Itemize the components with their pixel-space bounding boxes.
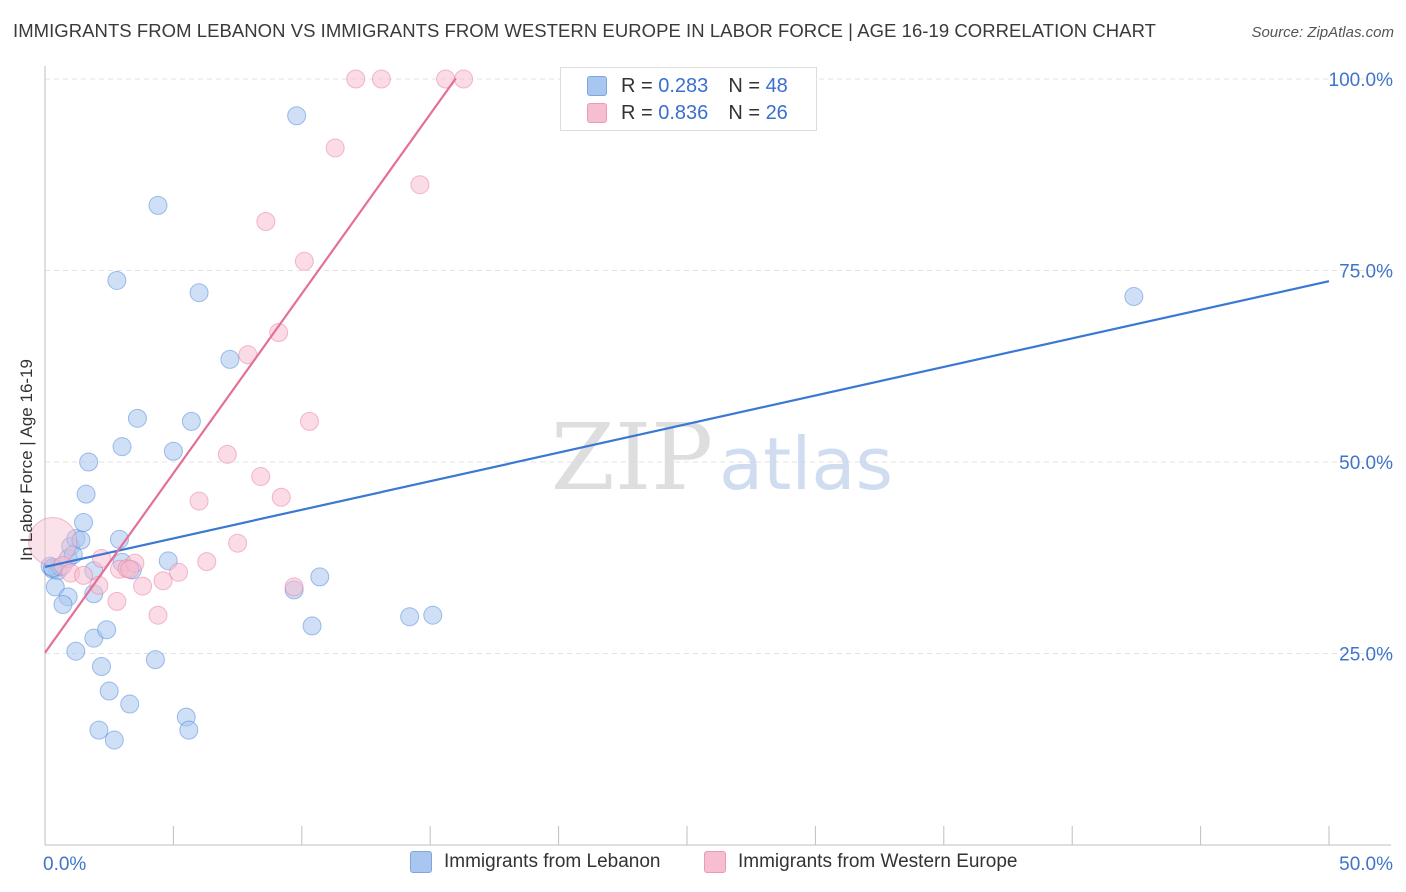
point-lebanon (45, 577, 65, 597)
point-western-europe (251, 467, 271, 487)
y-tick-label: 25.0% (1339, 645, 1393, 666)
point-lebanon (179, 720, 199, 740)
point-lebanon (148, 195, 168, 215)
legend-r-label: R = (621, 74, 653, 97)
point-lebanon (310, 567, 330, 587)
point-lebanon (127, 408, 147, 428)
source-label: Source: ZipAtlas.com (1251, 24, 1394, 41)
bottom-legend-label-western-europe: Immigrants from Western Europe (738, 851, 1018, 872)
point-western-europe (410, 175, 430, 195)
x-tick-label-max: 50.0% (1339, 854, 1393, 875)
point-lebanon (181, 411, 201, 431)
point-lebanon (74, 513, 94, 533)
point-western-europe (169, 562, 189, 582)
point-lebanon (158, 551, 178, 571)
point-lebanon (112, 437, 132, 457)
point-western-europe (284, 577, 304, 597)
point-western-europe (228, 533, 248, 553)
point-lebanon (163, 441, 183, 461)
grid (45, 78, 1391, 654)
watermark-atlas: atlas (719, 422, 893, 506)
correlation-legend: R = 0.283 N = 48 R = 0.836 N = 26 (560, 67, 817, 131)
point-lebanon (302, 616, 322, 636)
legend-n-value-western-europe: 26 (765, 101, 788, 124)
point-lebanon (1124, 287, 1144, 307)
point-lebanon (91, 657, 111, 677)
point-western-europe (133, 576, 153, 596)
point-lebanon (71, 530, 91, 550)
y-tick-label: 50.0% (1339, 453, 1393, 474)
point-western-europe (197, 552, 217, 572)
legend-n-label: N = (728, 101, 760, 124)
watermark-zip: ZIP (551, 404, 713, 511)
chart-title: IMMIGRANTS FROM LEBANON VS IMMIGRANTS FR… (13, 20, 1157, 41)
legend-r-value-western-europe: 0.836 (658, 101, 709, 124)
point-lebanon (220, 349, 240, 369)
point-lebanon (97, 620, 117, 640)
bottom-legend-lebanon: Immigrants from Lebanon (410, 851, 661, 873)
point-lebanon (76, 484, 96, 504)
trend-lines (44, 77, 1330, 654)
point-western-europe (107, 591, 127, 611)
bottom-legend-swatch-western-europe (704, 851, 726, 873)
data-points (28, 69, 1144, 750)
legend-row-western-europe: R = 0.836 N = 26 (587, 101, 788, 125)
legend-row-lebanon: R = 0.283 N = 48 (587, 74, 788, 98)
point-western-europe (325, 138, 345, 158)
point-lebanon (120, 694, 140, 714)
point-lebanon (99, 681, 119, 701)
bottom-legend-western-europe: Immigrants from Western Europe (704, 851, 1017, 873)
point-lebanon (84, 628, 104, 648)
x-tick-label-min: 0.0% (43, 854, 86, 875)
legend-swatch-western-europe (587, 103, 607, 123)
trend-line-western-europe (44, 77, 457, 654)
point-western-europe (256, 211, 276, 231)
point-lebanon (66, 641, 86, 661)
point-lebanon (400, 607, 420, 627)
point-lebanon (107, 270, 127, 290)
bottom-legend-swatch-lebanon (410, 851, 432, 873)
point-lebanon (189, 283, 209, 303)
trend-line-lebanon (44, 280, 1330, 569)
point-western-europe (271, 487, 291, 507)
y-tick-label: 75.0% (1339, 262, 1393, 283)
y-axis-label: In Labor Force | Age 16-19 (17, 359, 36, 561)
point-western-europe (153, 571, 173, 591)
legend-swatch-lebanon (587, 76, 607, 96)
point-lebanon (145, 650, 165, 670)
point-western-europe (300, 411, 320, 431)
point-lebanon (104, 730, 124, 750)
point-lebanon (423, 605, 443, 625)
point-western-europe (74, 565, 94, 585)
point-lebanon (89, 720, 109, 740)
point-western-europe (346, 69, 366, 89)
point-western-europe (189, 491, 209, 511)
point-lebanon (79, 452, 99, 472)
point-western-europe (294, 251, 314, 271)
legend-r-value-lebanon: 0.283 (658, 74, 709, 97)
legend-r-label: R = (621, 101, 653, 124)
point-western-europe (148, 605, 168, 625)
point-western-europe (120, 559, 140, 579)
point-lebanon (287, 106, 307, 126)
point-lebanon (53, 594, 73, 614)
point-western-europe (371, 69, 391, 89)
point-western-europe (454, 69, 474, 89)
point-western-europe (269, 323, 289, 343)
point-western-europe (217, 444, 237, 464)
legend-n-value-lebanon: 48 (765, 74, 788, 97)
bottom-legend-label-lebanon: Immigrants from Lebanon (444, 851, 661, 872)
legend-n-label: N = (728, 74, 760, 97)
tick-labels: 25.0% 50.0% 75.0% 100.0% 0.0% 50.0% (43, 70, 1393, 875)
y-tick-label: 100.0% (1329, 70, 1394, 91)
axes (44, 66, 1391, 846)
